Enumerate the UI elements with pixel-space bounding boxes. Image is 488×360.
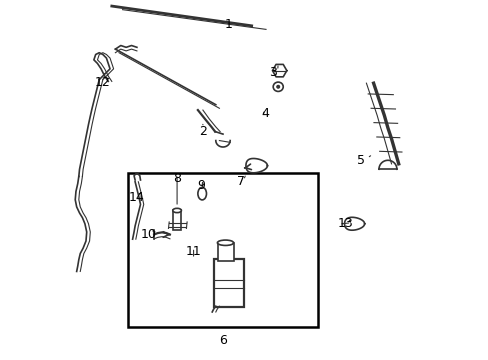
Text: 4: 4: [261, 107, 268, 120]
Text: 13: 13: [337, 217, 353, 230]
Text: 3: 3: [269, 66, 277, 79]
Ellipse shape: [217, 240, 233, 246]
Text: 2: 2: [199, 125, 207, 138]
Text: 9: 9: [196, 179, 204, 192]
Text: 14: 14: [128, 191, 144, 204]
Bar: [128, 173, 317, 327]
Text: 10: 10: [140, 228, 156, 241]
Ellipse shape: [172, 208, 181, 213]
Text: 7: 7: [236, 175, 244, 188]
Text: 6: 6: [219, 334, 226, 347]
Bar: [214, 259, 244, 307]
Ellipse shape: [276, 85, 279, 88]
Ellipse shape: [198, 187, 206, 200]
Ellipse shape: [273, 82, 283, 91]
Text: 11: 11: [185, 245, 201, 258]
Text: 12: 12: [95, 76, 110, 89]
Bar: [172, 211, 181, 230]
Text: 1: 1: [224, 18, 232, 31]
Bar: [217, 243, 233, 261]
Text: 8: 8: [173, 172, 181, 185]
Text: 5: 5: [356, 154, 365, 167]
